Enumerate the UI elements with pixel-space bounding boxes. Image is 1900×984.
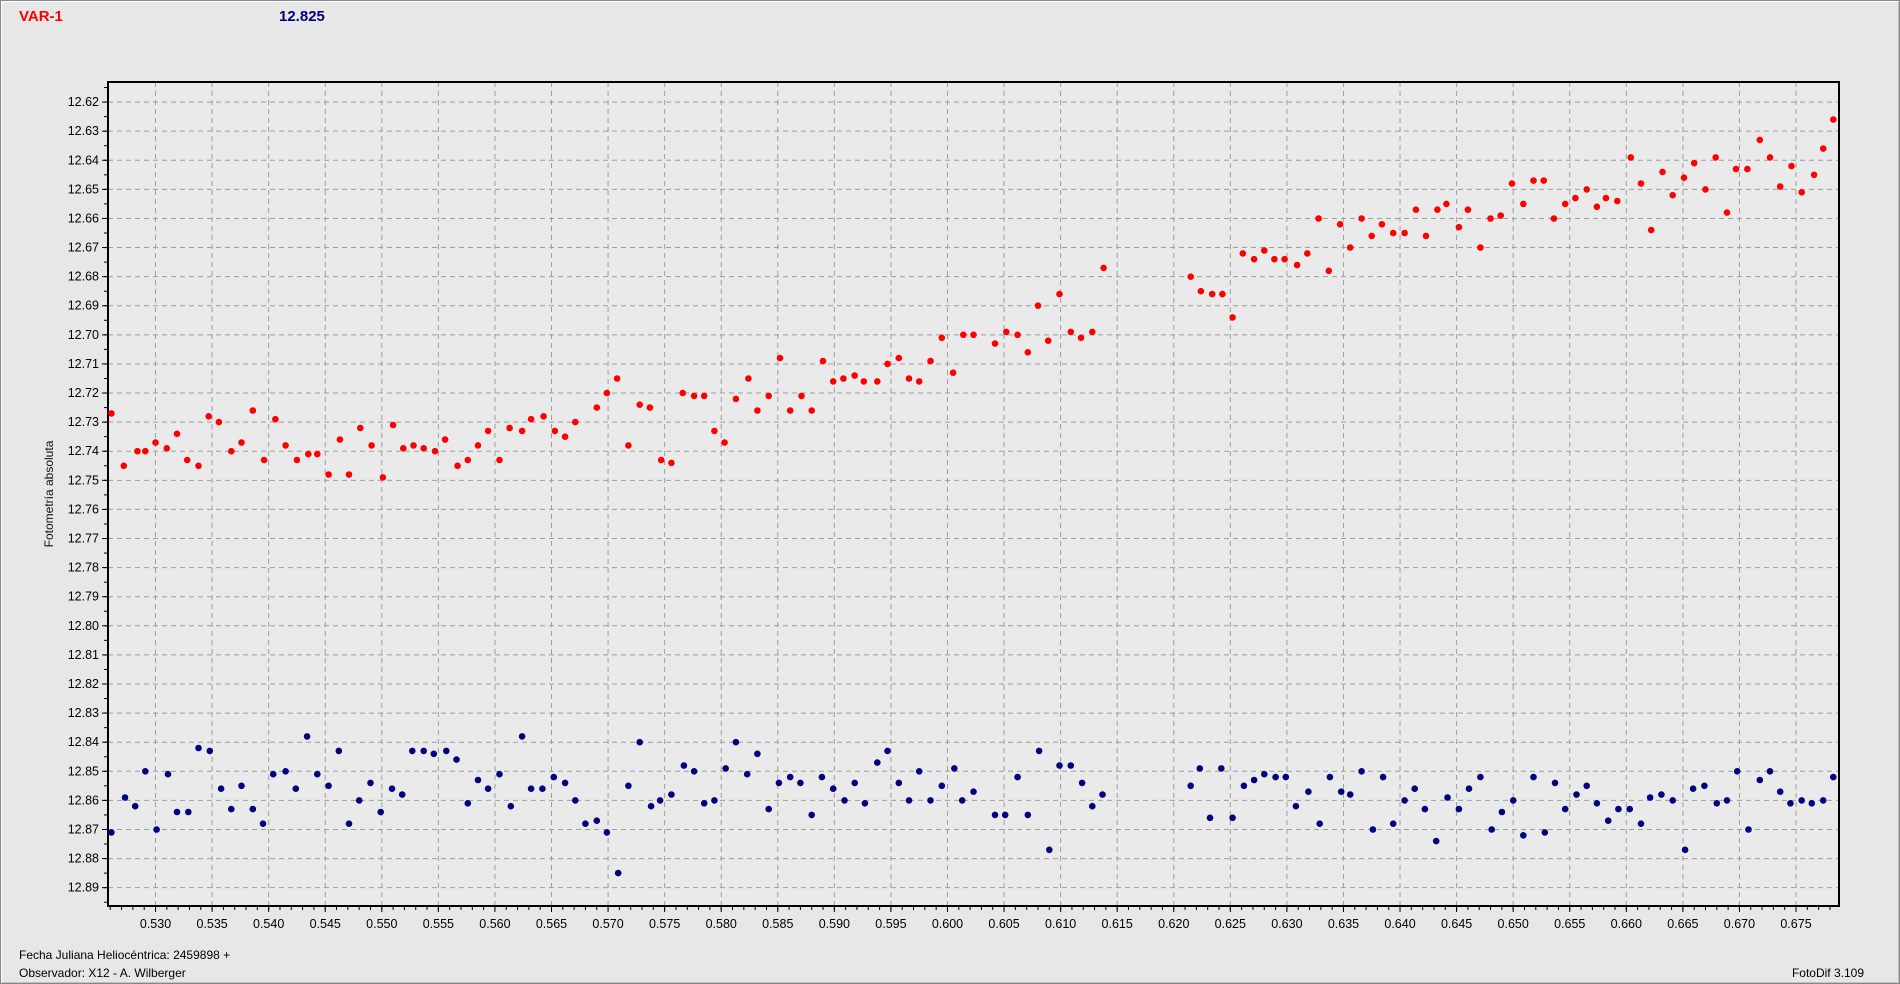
svg-text:12.69: 12.69 xyxy=(68,299,99,313)
svg-text:0.555: 0.555 xyxy=(423,917,454,931)
y-axis-title: Fotometría absoluta xyxy=(42,440,56,547)
svg-text:12.71: 12.71 xyxy=(68,357,99,371)
svg-text:0.565: 0.565 xyxy=(536,917,567,931)
svg-text:0.535: 0.535 xyxy=(196,917,227,931)
svg-text:12.89: 12.89 xyxy=(68,881,99,895)
svg-text:12.75: 12.75 xyxy=(68,473,99,487)
svg-text:12.64: 12.64 xyxy=(68,153,99,167)
svg-text:0.630: 0.630 xyxy=(1271,917,1302,931)
svg-text:0.665: 0.665 xyxy=(1667,917,1698,931)
svg-text:12.73: 12.73 xyxy=(68,415,99,429)
svg-text:12.72: 12.72 xyxy=(68,386,99,400)
svg-text:0.615: 0.615 xyxy=(1102,917,1133,931)
svg-text:0.600: 0.600 xyxy=(932,917,963,931)
svg-text:0.540: 0.540 xyxy=(253,917,284,931)
svg-text:0.530: 0.530 xyxy=(140,917,171,931)
svg-text:12.80: 12.80 xyxy=(68,619,99,633)
svg-text:12.84: 12.84 xyxy=(68,735,99,749)
svg-text:0.590: 0.590 xyxy=(819,917,850,931)
svg-text:0.560: 0.560 xyxy=(479,917,510,931)
svg-text:0.610: 0.610 xyxy=(1045,917,1076,931)
plot-border xyxy=(107,81,1840,907)
svg-text:12.70: 12.70 xyxy=(68,328,99,342)
svg-text:12.86: 12.86 xyxy=(68,793,99,807)
comparison-series-points xyxy=(108,733,1837,877)
svg-text:12.76: 12.76 xyxy=(68,502,99,516)
svg-text:12.62: 12.62 xyxy=(68,95,99,109)
svg-text:0.620: 0.620 xyxy=(1158,917,1189,931)
svg-text:12.85: 12.85 xyxy=(68,764,99,778)
svg-text:12.83: 12.83 xyxy=(68,706,99,720)
svg-text:12.68: 12.68 xyxy=(68,270,99,284)
svg-text:0.645: 0.645 xyxy=(1441,917,1472,931)
svg-text:0.585: 0.585 xyxy=(762,917,793,931)
svg-text:0.625: 0.625 xyxy=(1215,917,1246,931)
svg-text:12.79: 12.79 xyxy=(68,590,99,604)
svg-text:0.605: 0.605 xyxy=(988,917,1019,931)
svg-text:12.78: 12.78 xyxy=(68,561,99,575)
svg-text:12.88: 12.88 xyxy=(68,852,99,866)
svg-text:12.81: 12.81 xyxy=(68,648,99,662)
svg-text:0.550: 0.550 xyxy=(366,917,397,931)
svg-text:0.595: 0.595 xyxy=(875,917,906,931)
svg-text:0.655: 0.655 xyxy=(1554,917,1585,931)
svg-text:0.545: 0.545 xyxy=(310,917,341,931)
svg-text:0.675: 0.675 xyxy=(1780,917,1811,931)
observer-text: Observador: X12 - A. Wilberger xyxy=(19,966,186,980)
svg-text:0.580: 0.580 xyxy=(706,917,737,931)
julian-date-text: Fecha Juliana Heliocéntrica: 2459898 + xyxy=(19,948,231,962)
svg-text:0.660: 0.660 xyxy=(1611,917,1642,931)
svg-text:12.65: 12.65 xyxy=(68,182,99,196)
x-grid-and-ticks: 0.530 0.535 0.540 0.545 0.550 0.555 0.560 0.565… xyxy=(109,82,1831,931)
svg-text:0.570: 0.570 xyxy=(592,917,623,931)
comparison-star-magnitude: 12.825 xyxy=(279,8,325,25)
svg-text:12.77: 12.77 xyxy=(68,532,99,546)
svg-text:0.575: 0.575 xyxy=(649,917,680,931)
svg-text:12.67: 12.67 xyxy=(68,241,99,255)
app-version-text: FotoDif 3.109 xyxy=(1791,966,1864,980)
var1-series-points xyxy=(108,116,1837,481)
plot-area xyxy=(108,82,1839,906)
svg-text:12.74: 12.74 xyxy=(68,444,99,458)
svg-text:12.66: 12.66 xyxy=(68,211,99,225)
svg-text:0.635: 0.635 xyxy=(1328,917,1359,931)
svg-text:0.640: 0.640 xyxy=(1384,917,1415,931)
variable-star-label: VAR-1 xyxy=(19,8,63,25)
svg-text:12.63: 12.63 xyxy=(68,124,99,138)
svg-text:0.670: 0.670 xyxy=(1724,917,1755,931)
svg-text:12.82: 12.82 xyxy=(68,677,99,691)
svg-text:0.650: 0.650 xyxy=(1498,917,1529,931)
svg-text:12.87: 12.87 xyxy=(68,822,99,836)
